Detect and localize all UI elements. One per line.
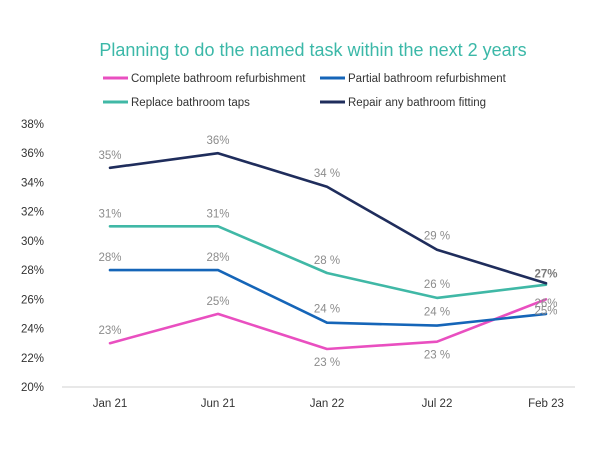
y-tick-label: 28%	[21, 265, 44, 277]
y-tick-label: 20%	[21, 382, 44, 394]
y-tick-label: 38%	[21, 119, 44, 131]
legend: Complete bathroom refurbishment Partial b…	[103, 73, 507, 109]
x-tick-label: Jul 22	[422, 398, 453, 410]
data-label: 36%	[206, 135, 229, 147]
data-label: 23%	[98, 325, 121, 337]
y-axis-ticks: 20% 22% 24% 26% 28% 30% 32% 34% 36% 38%	[21, 119, 44, 394]
data-label: 28%	[98, 252, 121, 264]
data-label: 27%	[534, 268, 557, 280]
x-tick-label: Feb 23	[528, 398, 564, 410]
series-line	[108, 151, 548, 285]
legend-label: Partial bathroom refurbishment	[348, 73, 507, 85]
data-label: 26%	[534, 298, 557, 310]
x-tick-label: Jan 22	[310, 398, 345, 410]
y-tick-label: 34%	[21, 177, 44, 189]
data-label: 28%	[206, 252, 229, 264]
data-labels: 23% 25% 23 % 23 % 25% 28% 28% 24 % 24 % 26% 31% 31%…	[98, 135, 557, 369]
data-label: 34 %	[314, 168, 340, 180]
series-line	[108, 268, 548, 327]
series-line	[108, 225, 548, 300]
x-tick-label: Jun 21	[201, 398, 236, 410]
y-tick-label: 32%	[21, 207, 44, 219]
series-line	[108, 297, 548, 351]
data-label: 29 %	[424, 231, 450, 243]
data-label: 28 %	[314, 255, 340, 267]
data-label: 31%	[206, 208, 229, 220]
data-label: 25%	[206, 296, 229, 308]
y-tick-label: 24%	[21, 324, 44, 336]
data-label: 26 %	[424, 279, 450, 291]
legend-label: Complete bathroom refurbishment	[131, 73, 306, 85]
data-label: 25%	[534, 305, 557, 317]
y-tick-label: 36%	[21, 148, 44, 160]
x-axis-ticks: Jan 21 Jun 21 Jan 22 Jul 22 Feb 23	[93, 398, 564, 410]
data-label: 23 %	[424, 350, 450, 362]
legend-label: Replace bathroom taps	[131, 97, 250, 109]
data-label: 35%	[98, 150, 121, 162]
x-tick-label: Jan 21	[93, 398, 128, 410]
data-label: 31%	[98, 208, 121, 220]
data-label: 23 %	[314, 357, 340, 369]
series-lines	[108, 151, 548, 351]
data-label: 24 %	[424, 307, 450, 319]
chart-title: Planning to do the named task within the…	[99, 40, 526, 60]
y-tick-label: 26%	[21, 294, 44, 306]
legend-label: Repair any bathroom fitting	[348, 97, 486, 109]
y-tick-label: 30%	[21, 236, 44, 248]
data-label: 24 %	[314, 304, 340, 316]
y-tick-label: 22%	[21, 353, 44, 365]
